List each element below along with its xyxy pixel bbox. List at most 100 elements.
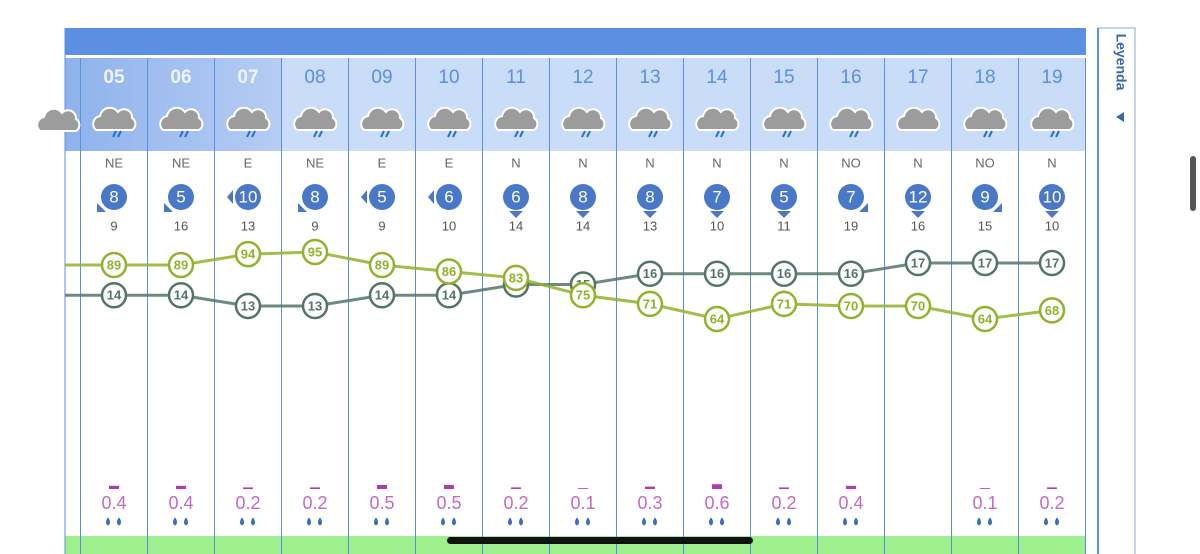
wind-direction: NE: [172, 155, 190, 170]
precip-bar: [779, 487, 789, 489]
wind-speed-marker: [637, 184, 663, 210]
rain-icon: [508, 517, 523, 526]
wind-arrow: [993, 203, 1002, 212]
wind-arrow: [298, 203, 307, 212]
wind-arrow: [911, 211, 925, 218]
legend-label[interactable]: Leyenda: [1113, 34, 1129, 91]
hour-label: 07: [237, 67, 258, 88]
series-point: [435, 258, 463, 285]
wind-direction: E: [378, 155, 387, 170]
precip-label: 0.4: [838, 493, 863, 513]
past-hours-band: [65, 58, 282, 151]
wind-speed-marker: [838, 184, 864, 210]
wind-speed-label: 8: [109, 187, 118, 206]
precip-label: 0.5: [436, 493, 461, 513]
series-point: [301, 238, 329, 266]
series-point-label: 17: [1045, 255, 1059, 270]
weather-icon-rain: [380, 130, 390, 138]
wind-speed-marker: [302, 184, 328, 210]
weather-icon-rain: [447, 130, 457, 138]
wind-speed-label: 5: [779, 187, 788, 206]
wind-arrow: [1045, 211, 1059, 218]
weather-icon: [963, 106, 1008, 131]
series-point-label: 13: [241, 298, 255, 313]
wind-speed-marker: [436, 184, 462, 210]
precip-label: 0.5: [369, 493, 394, 513]
weather-icon-rain: [581, 130, 591, 138]
wind-speed-label: 9: [980, 187, 989, 206]
scrollbar[interactable]: [1190, 156, 1196, 211]
wind-gust-label: 10: [442, 218, 456, 233]
weather-icon: [92, 106, 137, 131]
wind-gust-label: 9: [110, 218, 117, 233]
hour-label: 11: [506, 67, 526, 88]
weather-icon-rain: [179, 130, 189, 138]
hour-label: 13: [639, 67, 660, 88]
series-point: [837, 292, 865, 320]
weather-icon: [494, 106, 539, 131]
hour-label: 09: [371, 67, 392, 88]
rain-icon: [106, 517, 121, 526]
precip-bar: [444, 485, 454, 489]
series-point-label: 86: [442, 264, 456, 279]
wind-direction: E: [244, 155, 253, 170]
series-point: [636, 290, 664, 318]
series-point-label: 16: [643, 266, 657, 281]
precip-bar: [310, 487, 320, 489]
rain-icon: [642, 517, 657, 526]
home-indicator: [447, 537, 753, 544]
wind-speed-label: 8: [645, 187, 654, 206]
wind-gust-label: 10: [710, 218, 724, 233]
series-point-label: 95: [308, 244, 322, 259]
wind-gust-label: 15: [978, 218, 992, 233]
wind-arrow: [643, 211, 657, 218]
wind-speed-label: 7: [712, 187, 721, 206]
wind-speed-label: 5: [176, 187, 185, 206]
series-point: [971, 249, 999, 277]
precip-label: 0.2: [503, 493, 528, 513]
series-point-label: 89: [174, 257, 188, 272]
precip-label: 0.1: [570, 493, 595, 513]
wind-speed-label: 12: [909, 187, 928, 206]
precip-bar: [109, 485, 119, 489]
rain-icon: [776, 517, 791, 526]
wind-speed-marker: [1039, 184, 1065, 210]
bottom-strip: [65, 536, 1086, 554]
header-bar: [65, 28, 1086, 55]
precip-label: 0.2: [235, 493, 260, 513]
series-point-label: 68: [1045, 303, 1059, 318]
legend-panel[interactable]: [1097, 27, 1136, 554]
precip-label: 0.4: [101, 493, 126, 513]
wind-direction: NE: [105, 155, 123, 170]
wind-speed-label: 7: [846, 187, 855, 206]
series-point-label: 14: [442, 288, 457, 303]
wind-gust-label: 10: [1045, 218, 1059, 233]
hour-label: 12: [572, 67, 593, 88]
weather-icon-rain: [648, 130, 658, 138]
wind-direction: E: [445, 155, 454, 170]
weather-icon-rain: [983, 130, 993, 138]
series-point-label: 14: [107, 288, 122, 303]
wind-speed-marker: [503, 184, 529, 210]
wind-direction: N: [913, 155, 922, 170]
precip-bar: [1047, 487, 1057, 489]
rain-icon: [977, 517, 992, 526]
series-point: [234, 292, 262, 320]
series-point-label: 64: [710, 311, 725, 326]
legend-arrow[interactable]: [1116, 112, 1124, 122]
precip-bar: [578, 488, 588, 489]
series-point-label: 89: [107, 257, 121, 272]
hour-label: 19: [1041, 67, 1062, 88]
precip-label: 0.2: [1039, 493, 1064, 513]
rain-icon: [374, 517, 389, 526]
weather-icon: [896, 106, 941, 131]
wind-arrow: [361, 190, 367, 204]
wind-speed-label: 5: [377, 187, 386, 206]
weather-icon: [159, 106, 204, 131]
wind-speed-marker: [570, 184, 596, 210]
series-point: [569, 281, 597, 309]
precip-bar: [511, 487, 521, 489]
hour-label: 08: [304, 67, 325, 88]
wind-arrow: [710, 211, 724, 218]
